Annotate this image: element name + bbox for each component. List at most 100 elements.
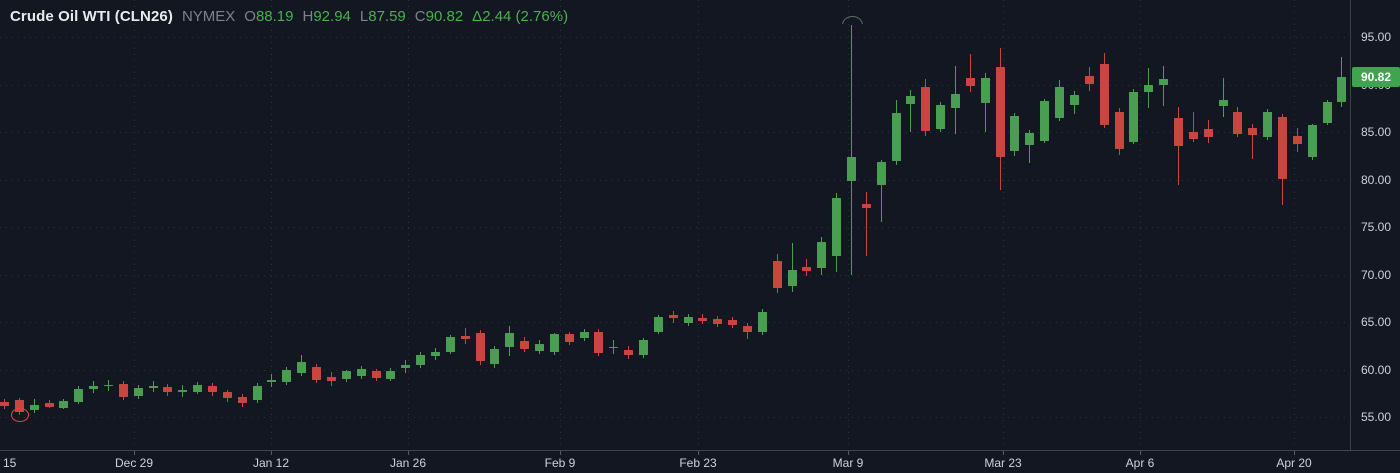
candle-body <box>802 266 812 271</box>
v-gridline <box>1294 0 1295 450</box>
candle-body <box>104 384 114 387</box>
candle-body <box>356 368 366 377</box>
chart-legend: Crude Oil WTI (CLN26) NYMEX O88.19 H92.9… <box>10 8 568 25</box>
candle-body <box>222 392 232 399</box>
time-tick-label: Mar 23 <box>984 456 1022 470</box>
candle-body <box>326 377 336 381</box>
candle-wick <box>851 24 853 275</box>
candle-body <box>579 331 589 339</box>
candle-body <box>921 87 931 132</box>
low-circle-annotation[interactable] <box>11 408 29 422</box>
candle-body <box>193 384 203 393</box>
candle-body <box>1129 92 1139 142</box>
candle-body <box>475 332 485 361</box>
time-tick-label: Apr 20 <box>1276 456 1312 470</box>
candle-body <box>594 331 604 354</box>
last-price-badge: 90.82 <box>1352 67 1400 87</box>
candle-body <box>44 402 54 407</box>
candle-body <box>520 341 530 349</box>
candle-body <box>1144 84 1154 93</box>
candle-wick <box>464 327 466 344</box>
price-tick-label: 55.00 <box>1360 410 1392 424</box>
candle-body <box>624 349 634 356</box>
close-value: C90.82 <box>414 8 464 25</box>
time-axis-tick <box>1294 451 1295 455</box>
candle-body <box>832 197 842 257</box>
candle-body <box>683 317 693 323</box>
candle-body <box>698 318 708 322</box>
candle-body <box>638 340 648 356</box>
v-gridline <box>698 0 699 450</box>
candle-wick <box>865 191 867 257</box>
candle-wick <box>984 73 986 133</box>
candle-body <box>0 401 9 406</box>
candle-body <box>282 369 292 382</box>
candle-body <box>936 104 946 130</box>
candle-body <box>74 388 84 402</box>
h-gridline <box>0 180 1350 181</box>
symbol-title[interactable]: Crude Oil WTI (CLN26) <box>10 8 173 25</box>
exchange-label: NYMEX <box>181 8 236 25</box>
time-axis-tick <box>848 451 849 455</box>
time-tick-label: Mar 9 <box>832 456 864 470</box>
candle-body <box>787 269 797 286</box>
candle-body <box>1040 100 1050 141</box>
candle-body <box>1337 76 1347 102</box>
candle-body <box>59 400 69 408</box>
candle-body <box>14 399 24 413</box>
candle-body <box>728 320 738 325</box>
v-gridline <box>848 0 849 450</box>
candle-body <box>386 370 396 380</box>
time-axis-tick <box>560 451 561 455</box>
candle-body <box>1173 117 1183 147</box>
candle-body <box>460 336 470 340</box>
candle-body <box>1159 78 1169 85</box>
h-gridline <box>0 37 1350 38</box>
high-value: H92.94 <box>302 8 351 25</box>
candle-wick <box>969 54 971 93</box>
candle-body <box>1010 115 1020 152</box>
time-tick-label: Feb 9 <box>544 456 576 470</box>
candle-body <box>1292 135 1302 145</box>
candle-body <box>148 385 158 388</box>
candle-body <box>564 334 574 342</box>
candle-body <box>1025 133 1035 146</box>
chart-plot[interactable] <box>0 0 1350 450</box>
open-value: O88.19 <box>244 8 294 25</box>
candle-body <box>1084 76 1094 84</box>
h-gridline <box>0 227 1350 228</box>
candle-body <box>416 355 426 365</box>
candle-body <box>980 77 990 103</box>
v-gridline <box>1140 0 1141 450</box>
price-tick-label: 80.00 <box>1360 173 1392 187</box>
candle-body <box>341 371 351 380</box>
candle-wick <box>1222 77 1224 117</box>
candle-body <box>1203 129 1213 137</box>
price-axis[interactable]: 95.0090.0085.0080.0075.0070.0065.0060.00… <box>1350 0 1400 451</box>
candle-body <box>817 242 827 268</box>
candle-body <box>534 343 544 351</box>
time-tick-label: Feb 23 <box>679 456 717 470</box>
time-axis-tick <box>271 451 272 455</box>
low-value: L87.59 <box>359 8 406 25</box>
candle-wick <box>880 159 882 223</box>
price-tick-label: 75.00 <box>1360 220 1392 234</box>
candle-body <box>29 404 39 411</box>
spike-arc-annotation[interactable] <box>842 16 863 25</box>
h-gridline <box>0 132 1350 133</box>
candle-body <box>609 346 619 349</box>
candle-body <box>371 371 381 379</box>
time-axis[interactable]: 15 Dec 29 Jan 12 Jan 26 Feb 9 Feb 23 Mar 9 Mar … <box>0 450 1400 473</box>
candle-body <box>772 261 782 288</box>
h-gridline <box>0 370 1350 371</box>
time-axis-tick <box>1140 451 1141 455</box>
candle-body <box>549 334 559 353</box>
candle-body <box>861 204 871 209</box>
v-gridline <box>271 0 272 450</box>
candle-wick <box>1029 130 1031 164</box>
candle-wick <box>1192 112 1194 142</box>
candle-body <box>163 386 173 393</box>
change-value: Δ2.44 (2.76%) <box>472 8 569 25</box>
candle-body <box>951 94 961 109</box>
candle-body <box>1069 95 1079 106</box>
